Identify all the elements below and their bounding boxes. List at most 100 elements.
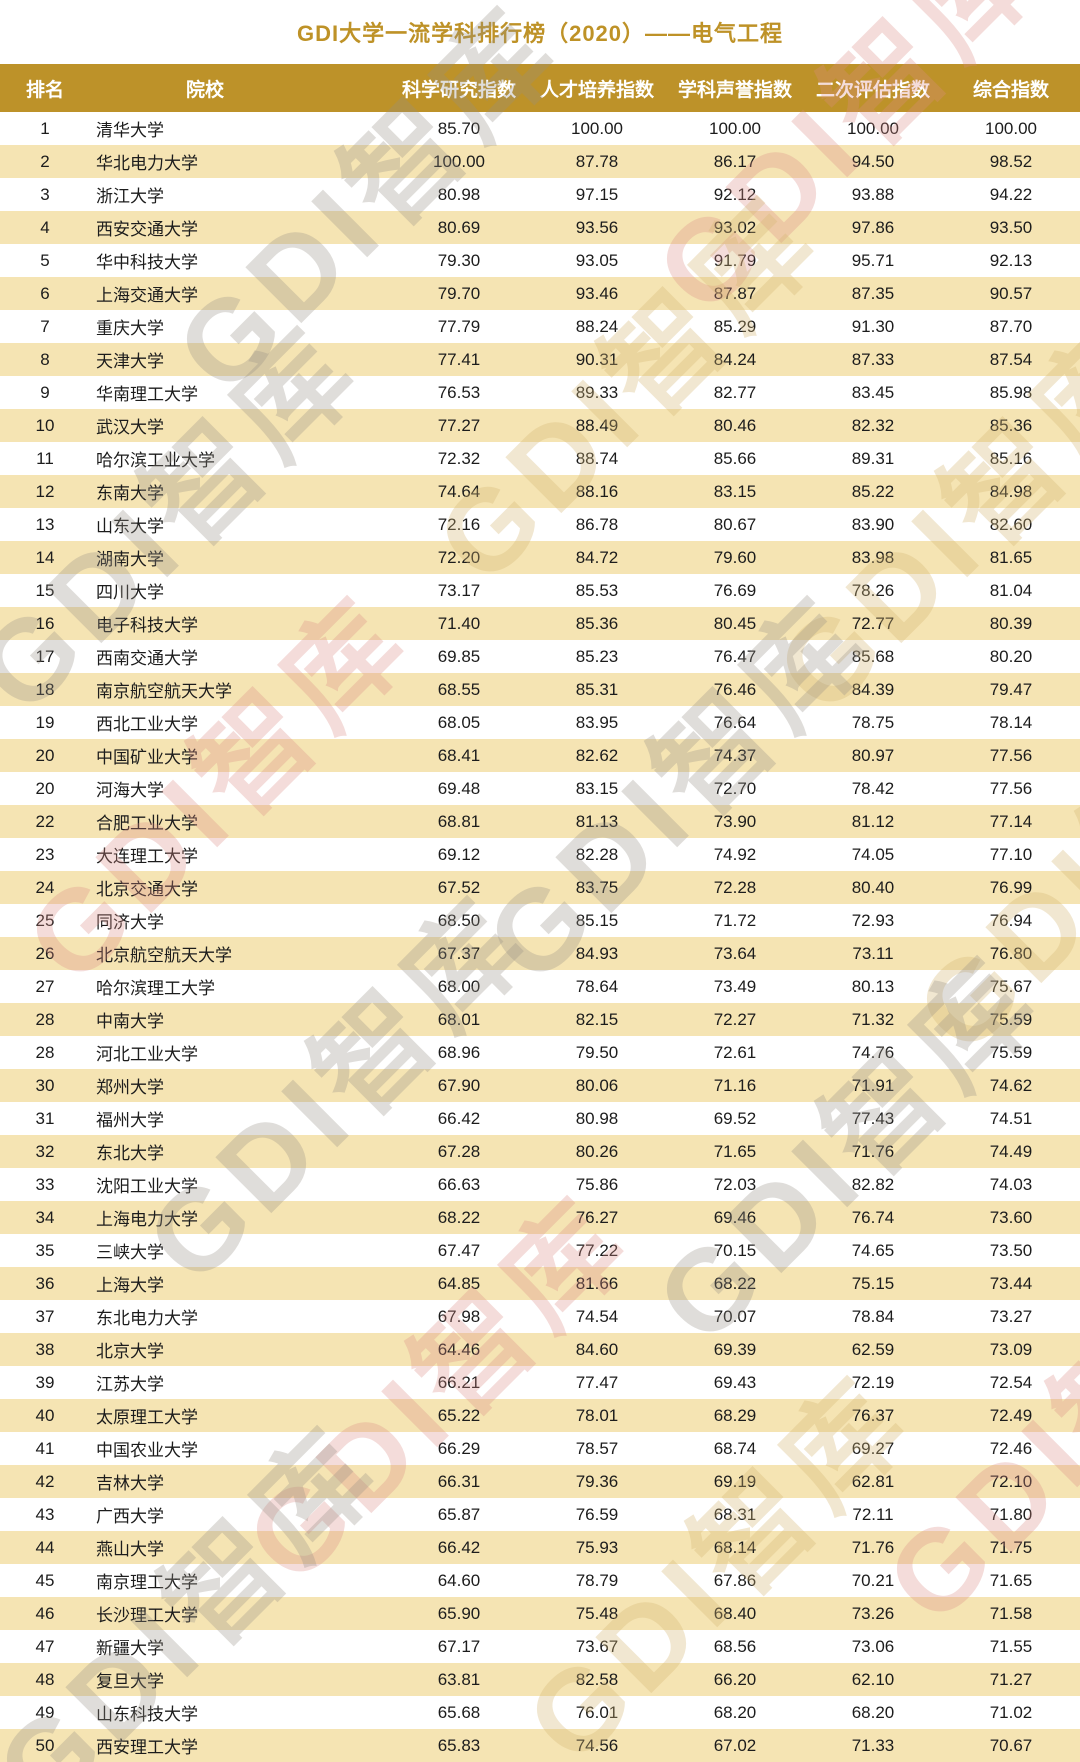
school-cell: 新疆大学 (90, 1630, 390, 1663)
rank-cell: 46 (0, 1597, 90, 1630)
rank-cell: 40 (0, 1399, 90, 1432)
school-cell: 东北大学 (90, 1135, 390, 1168)
table-row: 34 上海电力大学 68.22 76.27 69.46 76.74 73.60 (0, 1201, 1080, 1234)
school-cell: 西安交通大学 (90, 211, 390, 244)
talent-index-cell: 82.58 (528, 1663, 666, 1696)
research-index-cell: 66.42 (390, 1531, 528, 1564)
overall-index-cell: 74.62 (942, 1069, 1080, 1102)
secondary-eval-index-cell: 78.84 (804, 1300, 942, 1333)
research-index-cell: 67.90 (390, 1069, 528, 1102)
school-cell: 沈阳工业大学 (90, 1168, 390, 1201)
school-cell: 中南大学 (90, 1003, 390, 1036)
reputation-index-cell: 79.60 (666, 541, 804, 574)
research-index-cell: 68.81 (390, 805, 528, 838)
table-row: 28 中南大学 68.01 82.15 72.27 71.32 75.59 (0, 1003, 1080, 1036)
rank-cell: 11 (0, 442, 90, 475)
overall-index-cell: 75.59 (942, 1036, 1080, 1069)
header-row: 排名 院校 科学研究指数 人才培养指数 学科声誉指数 二次评估指数 综合指数 (0, 64, 1080, 112)
research-index-cell: 68.01 (390, 1003, 528, 1036)
reputation-index-cell: 73.64 (666, 937, 804, 970)
table-row: 6 上海交通大学 79.70 93.46 87.87 87.35 90.57 (0, 277, 1080, 310)
talent-index-cell: 88.74 (528, 442, 666, 475)
overall-index-cell: 84.98 (942, 475, 1080, 508)
secondary-eval-index-cell: 71.91 (804, 1069, 942, 1102)
overall-index-cell: 71.27 (942, 1663, 1080, 1696)
rank-cell: 28 (0, 1003, 90, 1036)
reputation-index-cell: 70.07 (666, 1300, 804, 1333)
research-index-cell: 68.22 (390, 1201, 528, 1234)
school-cell: 四川大学 (90, 574, 390, 607)
reputation-index-cell: 82.77 (666, 376, 804, 409)
rank-cell: 13 (0, 508, 90, 541)
rank-cell: 35 (0, 1234, 90, 1267)
school-cell: 浙江大学 (90, 178, 390, 211)
reputation-index-cell: 71.65 (666, 1135, 804, 1168)
research-index-cell: 66.31 (390, 1465, 528, 1498)
research-index-cell: 67.98 (390, 1300, 528, 1333)
secondary-eval-index-cell: 83.98 (804, 541, 942, 574)
rank-cell: 37 (0, 1300, 90, 1333)
overall-index-cell: 71.58 (942, 1597, 1080, 1630)
rank-cell: 38 (0, 1333, 90, 1366)
table-row: 26 北京航空航天大学 67.37 84.93 73.64 73.11 76.80 (0, 937, 1080, 970)
research-index-cell: 66.21 (390, 1366, 528, 1399)
reputation-index-cell: 92.12 (666, 178, 804, 211)
reputation-index-cell: 72.27 (666, 1003, 804, 1036)
rank-cell: 26 (0, 937, 90, 970)
school-cell: 东北电力大学 (90, 1300, 390, 1333)
rank-cell: 12 (0, 475, 90, 508)
overall-index-cell: 74.03 (942, 1168, 1080, 1201)
secondary-eval-index-cell: 80.40 (804, 871, 942, 904)
secondary-eval-index-cell: 68.20 (804, 1696, 942, 1729)
secondary-eval-index-cell: 83.90 (804, 508, 942, 541)
overall-index-cell: 73.44 (942, 1267, 1080, 1300)
rank-cell: 20 (0, 739, 90, 772)
talent-index-cell: 93.46 (528, 277, 666, 310)
rank-cell: 39 (0, 1366, 90, 1399)
school-cell: 广西大学 (90, 1498, 390, 1531)
reputation-index-cell: 100.00 (666, 112, 804, 145)
overall-index-cell: 93.50 (942, 211, 1080, 244)
reputation-index-cell: 68.29 (666, 1399, 804, 1432)
table-header: 排名 院校 科学研究指数 人才培养指数 学科声誉指数 二次评估指数 综合指数 (0, 64, 1080, 112)
rank-cell: 7 (0, 310, 90, 343)
table-row: 41 中国农业大学 66.29 78.57 68.74 69.27 72.46 (0, 1432, 1080, 1465)
school-cell: 江苏大学 (90, 1366, 390, 1399)
rank-cell: 18 (0, 673, 90, 706)
overall-index-cell: 70.67 (942, 1729, 1080, 1762)
table-row: 18 南京航空航天大学 68.55 85.31 76.46 84.39 79.47 (0, 673, 1080, 706)
overall-index-cell: 72.54 (942, 1366, 1080, 1399)
overall-index-cell: 73.27 (942, 1300, 1080, 1333)
talent-index-cell: 82.28 (528, 838, 666, 871)
school-cell: 华北电力大学 (90, 145, 390, 178)
talent-index-cell: 82.15 (528, 1003, 666, 1036)
school-cell: 郑州大学 (90, 1069, 390, 1102)
school-cell: 上海交通大学 (90, 277, 390, 310)
overall-index-cell: 85.36 (942, 409, 1080, 442)
overall-index-cell: 77.14 (942, 805, 1080, 838)
overall-index-cell: 73.50 (942, 1234, 1080, 1267)
table-row: 28 河北工业大学 68.96 79.50 72.61 74.76 75.59 (0, 1036, 1080, 1069)
rank-cell: 50 (0, 1729, 90, 1762)
col-header-talent-index: 人才培养指数 (528, 64, 666, 112)
rank-cell: 41 (0, 1432, 90, 1465)
reputation-index-cell: 84.24 (666, 343, 804, 376)
ranking-table-body: 1 清华大学 85.70 100.00 100.00 100.00 100.00 2 华北电力大… (0, 112, 1080, 1762)
research-index-cell: 64.46 (390, 1333, 528, 1366)
table-row: 47 新疆大学 67.17 73.67 68.56 73.06 71.55 (0, 1630, 1080, 1663)
secondary-eval-index-cell: 91.30 (804, 310, 942, 343)
secondary-eval-index-cell: 83.45 (804, 376, 942, 409)
rank-cell: 47 (0, 1630, 90, 1663)
school-cell: 河北工业大学 (90, 1036, 390, 1069)
overall-index-cell: 81.04 (942, 574, 1080, 607)
talent-index-cell: 73.67 (528, 1630, 666, 1663)
table-row: 49 山东科技大学 65.68 76.01 68.20 68.20 71.02 (0, 1696, 1080, 1729)
reputation-index-cell: 68.22 (666, 1267, 804, 1300)
talent-index-cell: 77.47 (528, 1366, 666, 1399)
research-index-cell: 65.87 (390, 1498, 528, 1531)
research-index-cell: 79.30 (390, 244, 528, 277)
talent-index-cell: 79.36 (528, 1465, 666, 1498)
secondary-eval-index-cell: 73.11 (804, 937, 942, 970)
talent-index-cell: 78.57 (528, 1432, 666, 1465)
school-cell: 太原理工大学 (90, 1399, 390, 1432)
